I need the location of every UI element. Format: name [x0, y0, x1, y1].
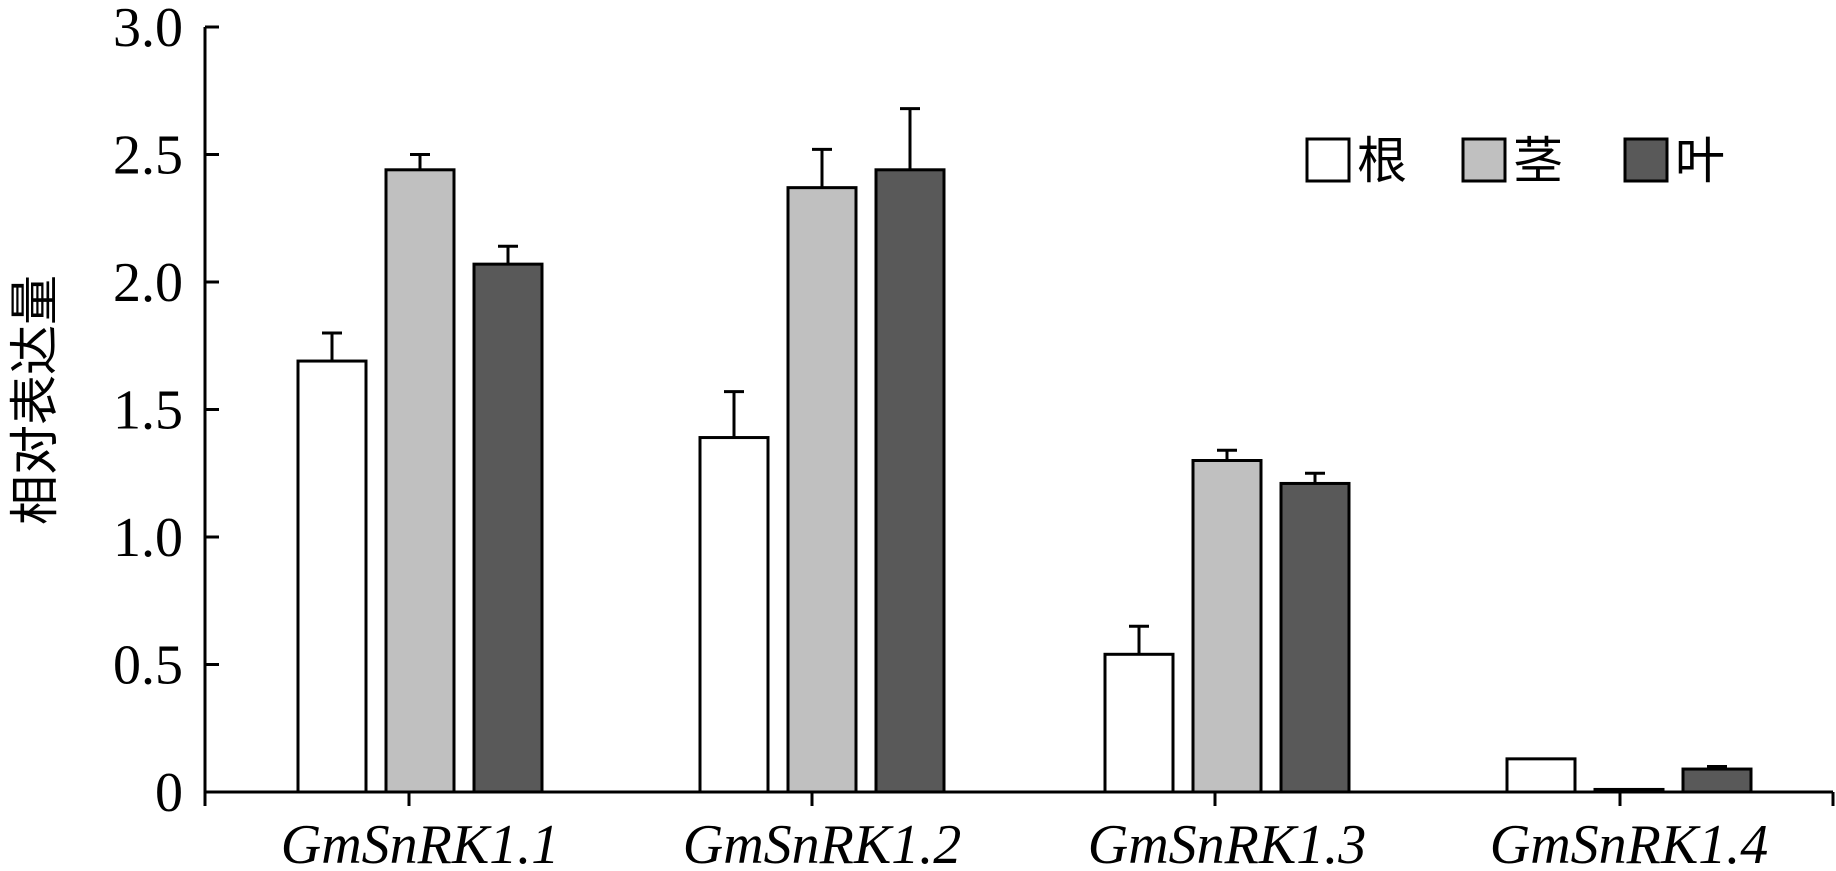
- bar-茎-GmSnRK1.4: [1593, 787, 1665, 794]
- bars: [296, 107, 1753, 794]
- bar-根-GmSnRK1.3: [1103, 652, 1175, 794]
- bar-叶-GmSnRK1.2: [874, 168, 946, 794]
- y-tick-label: 1.0: [113, 507, 183, 569]
- bar-叶-GmSnRK1.4: [1681, 767, 1753, 794]
- bar-茎-GmSnRK1.1: [384, 168, 456, 794]
- legend-swatch-叶: [1623, 137, 1669, 183]
- legend-label-叶: 叶: [1675, 132, 1725, 190]
- legend: 根茎叶: [1305, 132, 1725, 190]
- legend-swatch-根: [1305, 137, 1351, 183]
- bar-根-GmSnRK1.4: [1505, 757, 1577, 794]
- y-tick-label: 1.5: [113, 380, 183, 442]
- x-category-label: GmSnRK1.2: [683, 814, 961, 871]
- y-tick-label: 0.5: [113, 635, 183, 697]
- labels: 0 0.5 1.0 1.5 2.0 2.5 3.0 GmSnRK1.1 GmSnRK1.2 GmS…: [6, 0, 1768, 871]
- y-tick-label: 2.0: [113, 252, 183, 314]
- bar-叶-GmSnRK1.1: [472, 262, 544, 794]
- x-category-label: GmSnRK1.4: [1490, 814, 1768, 871]
- x-category-label: GmSnRK1.1: [281, 814, 559, 871]
- y-axis-title: 相对表达量: [6, 275, 64, 525]
- bar-叶-GmSnRK1.3: [1279, 481, 1351, 794]
- bar-茎-GmSnRK1.3: [1191, 459, 1263, 794]
- bar-茎-GmSnRK1.2: [786, 186, 858, 794]
- legend-label-茎: 茎: [1513, 132, 1563, 190]
- bar-根-GmSnRK1.2: [698, 436, 770, 794]
- legend-swatch-茎: [1461, 137, 1507, 183]
- legend-label-根: 根: [1357, 132, 1407, 190]
- y-tick-label: 2.5: [113, 125, 183, 187]
- x-category-label: GmSnRK1.3: [1088, 814, 1366, 871]
- y-tick-label: 0: [155, 762, 183, 824]
- bar-根-GmSnRK1.1: [296, 359, 368, 794]
- y-tick-label: 3.0: [113, 0, 183, 59]
